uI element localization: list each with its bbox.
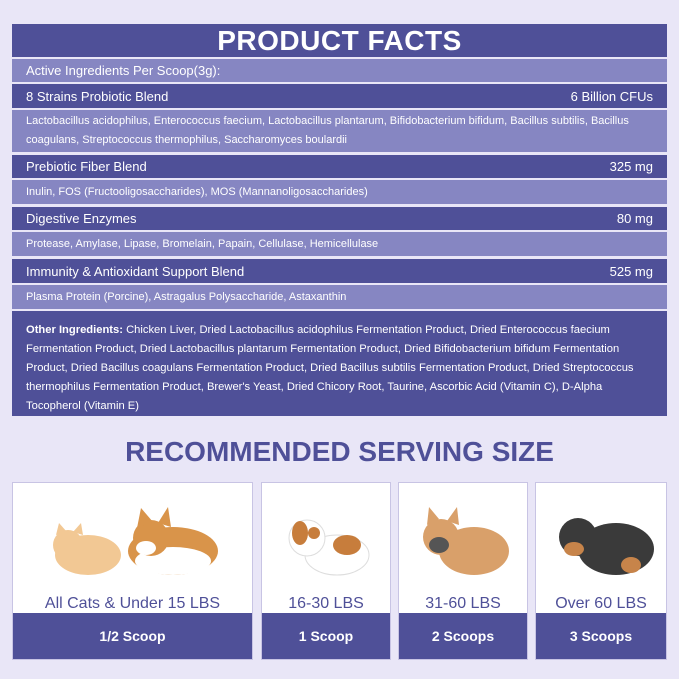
dose-label: 3 Scoops	[536, 613, 666, 659]
active-ingredients-label: Active Ingredients Per Scoop(3g):	[12, 59, 667, 82]
cat-and-corgi-illustration	[53, 507, 218, 575]
blend-amount: 80 mg	[616, 211, 653, 226]
beagle-illustration	[288, 519, 370, 576]
weight-label: Over 60 LBS	[555, 595, 647, 612]
blend-ingredients: Plasma Protein (Porcine), Astragalus Pol…	[12, 285, 667, 309]
weight-label: 16-30 LBS	[288, 595, 364, 612]
blend-name: Immunity & Antioxidant Support Blend	[26, 263, 245, 279]
serving-card-cats: All Cats & Under 15 LBS 1/2 Scoop	[12, 482, 253, 660]
serving-card-over-60: Over 60 LBS 3 Scoops	[535, 482, 667, 660]
blend-row-probiotic: 8 Strains Probiotic Blend 6 Billion CFUs	[12, 84, 667, 108]
blend-row-prebiotic: Prebiotic Fiber Blend 325 mg	[12, 155, 667, 178]
other-ingredients-text: Chicken Liver, Dried Lactobacillus acido…	[26, 324, 634, 412]
serving-card-31-60: 31-60 LBS 2 Scoops	[398, 482, 528, 660]
serving-size-title: RECOMMENDED SERVING SIZE	[125, 436, 554, 467]
blend-amount: 6 Billion CFUs	[570, 88, 653, 104]
other-ingredients-label: Other Ingredients:	[26, 324, 123, 336]
other-ingredients: Other Ingredients: Chicken Liver, Dried …	[12, 311, 667, 416]
blend-row-enzymes: Digestive Enzymes 80 mg	[12, 207, 667, 230]
weight-label: All Cats & Under 15 LBS	[44, 595, 221, 612]
rottweiler-illustration	[559, 518, 654, 575]
blend-ingredients: Lactobacillus acidophilus, Enterococcus …	[12, 110, 667, 152]
blend-name: 8 Strains Probiotic Blend	[26, 88, 169, 104]
blend-ingredients: Protease, Amylase, Lipase, Bromelain, Pa…	[12, 232, 667, 256]
dose-label: 2 Scoops	[399, 613, 527, 659]
french-bulldog-illustration	[423, 507, 509, 575]
dose-label: 1 Scoop	[262, 613, 390, 659]
weight-label: 31-60 LBS	[425, 595, 501, 612]
serving-card-16-30: 16-30 LBS 1 Scoop	[261, 482, 391, 660]
product-facts-panel: PRODUCT FACTS Active Ingredients Per Sco…	[12, 24, 667, 416]
product-facts-title: PRODUCT FACTS	[12, 24, 667, 57]
blend-row-immunity: Immunity & Antioxidant Support Blend 525 …	[12, 259, 667, 283]
blend-name: Digestive Enzymes	[26, 211, 137, 226]
blend-name: Prebiotic Fiber Blend	[26, 159, 147, 174]
blend-ingredients: Inulin, FOS (Fructooligosaccharides), MO…	[12, 180, 667, 204]
dose-label: 1/2 Scoop	[13, 613, 252, 659]
blend-amount: 525 mg	[609, 263, 653, 279]
blend-amount: 325 mg	[609, 159, 653, 174]
